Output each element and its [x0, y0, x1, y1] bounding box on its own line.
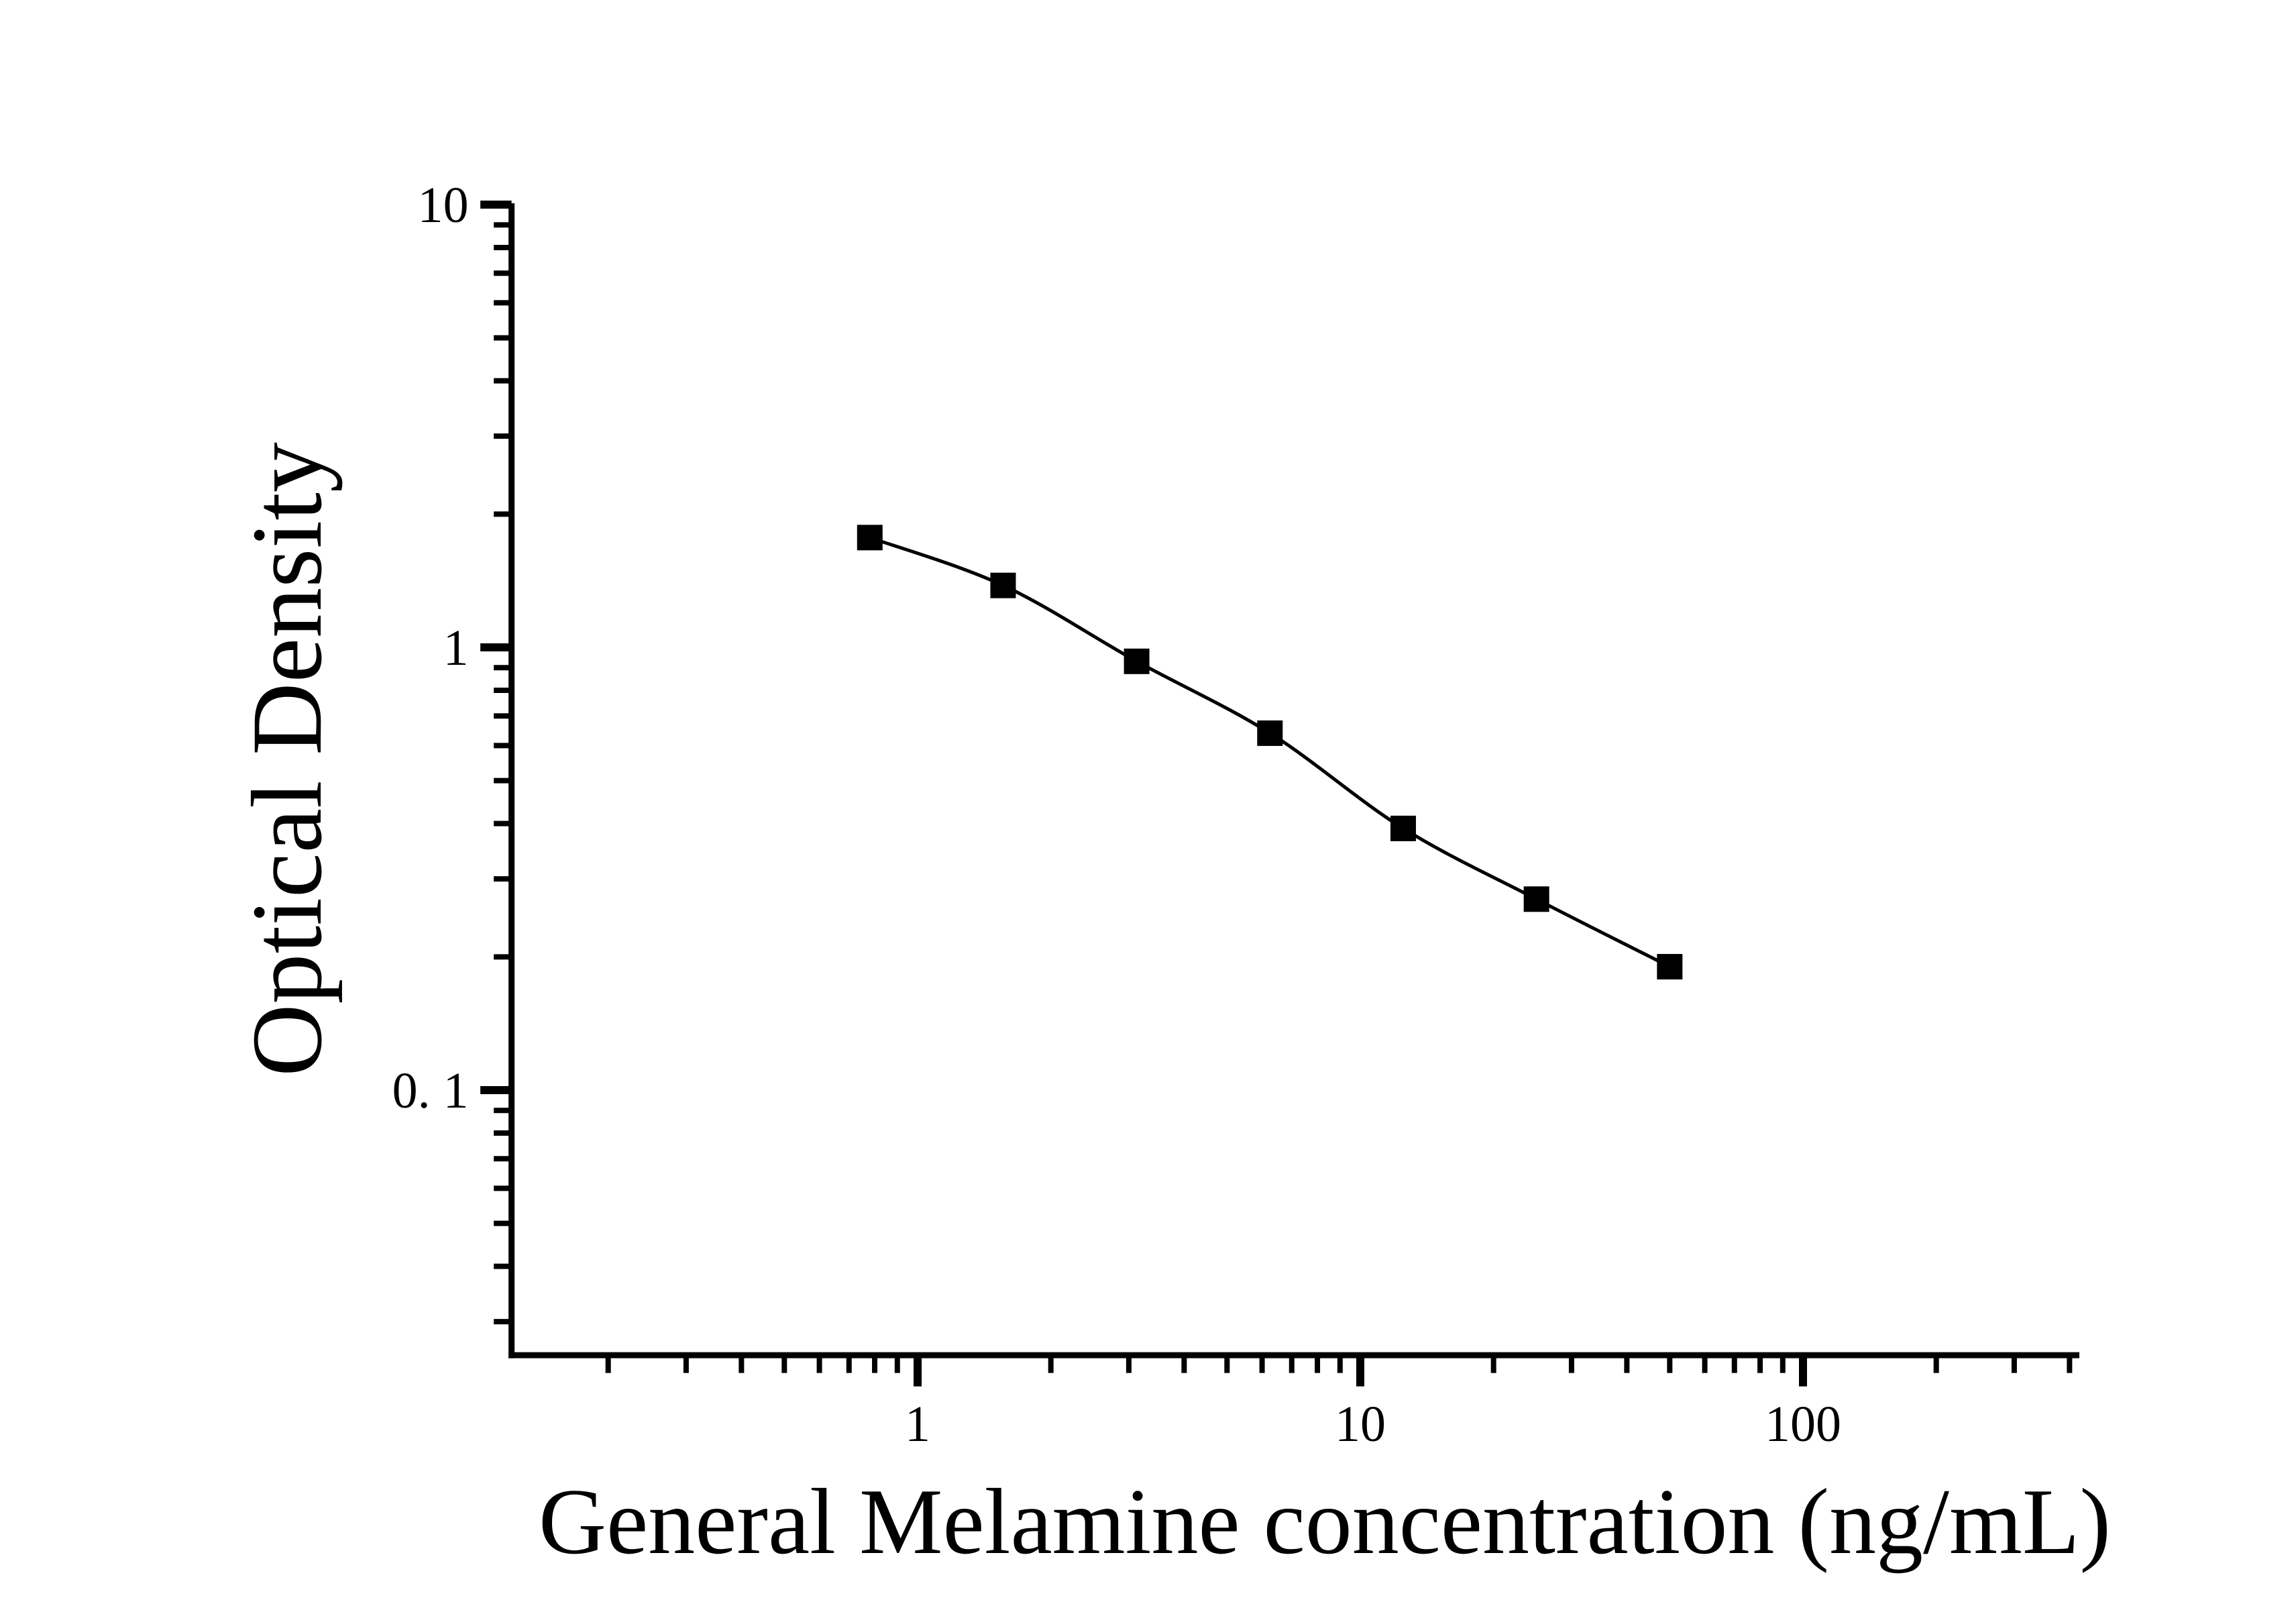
y-tick-label: 10 — [418, 177, 469, 233]
y-tick-label: 1 — [443, 620, 469, 676]
x-tick-label: 1 — [905, 1396, 930, 1452]
y-tick-label: 0. 1 — [392, 1063, 469, 1119]
axes-layer: 1 10 100 10 1 0. 1 — [392, 177, 2080, 1452]
x-tick-label: 100 — [1765, 1396, 1841, 1452]
data-point-marker — [1390, 815, 1416, 841]
data-point-marker — [1124, 648, 1150, 674]
data-point-marker — [990, 572, 1016, 598]
data-point-marker — [857, 525, 883, 551]
curve-path — [869, 535, 1671, 969]
x-tick-label: 10 — [1335, 1396, 1386, 1452]
data-point-marker — [1657, 954, 1683, 980]
y-axis-title: Optical Density — [231, 442, 343, 1077]
series-layer — [857, 525, 1683, 980]
data-point-marker — [1523, 886, 1549, 912]
data-point-marker — [1257, 720, 1283, 746]
x-axis-title: General Melamine concentration (ng/mL) — [539, 1470, 2111, 1574]
